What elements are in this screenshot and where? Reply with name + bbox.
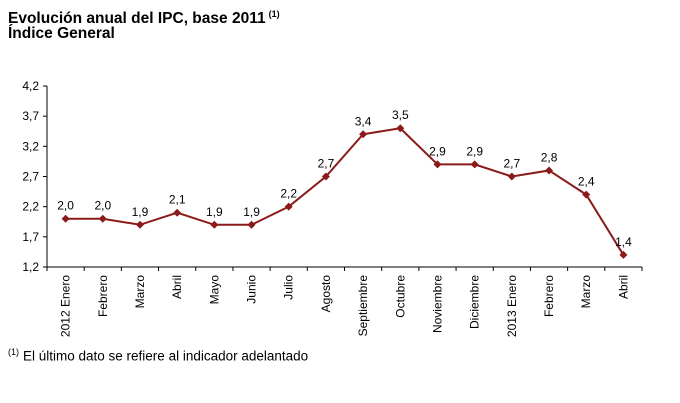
y-tick-label: 1,7 [22, 230, 39, 244]
x-tick-label: Agosto [319, 275, 333, 313]
data-point [135, 220, 144, 229]
y-tick-label: 2,7 [22, 170, 39, 184]
x-tick-label: Julio [282, 275, 296, 300]
data-point [507, 172, 516, 181]
data-label: 2,8 [541, 150, 558, 164]
data-point [61, 214, 70, 223]
data-point [359, 130, 368, 139]
x-tick-label: Febrero [96, 275, 110, 317]
x-tick-label: 2012 Enero [59, 275, 73, 337]
data-point [98, 214, 107, 223]
data-point [582, 190, 591, 199]
data-label: 3,4 [355, 114, 372, 128]
data-label: 1,4 [615, 235, 632, 249]
data-label: 1,9 [243, 205, 260, 219]
x-tick-label: Mayo [207, 275, 221, 305]
x-tick-label: Febrero [542, 275, 556, 317]
data-label: 2,0 [94, 199, 111, 213]
y-tick-label: 4,2 [22, 79, 39, 93]
data-point [173, 208, 182, 217]
footnote-marker: (1) [8, 347, 19, 357]
x-tick-label: Octubre [393, 275, 407, 318]
x-tick-label: Marzo [579, 275, 593, 309]
data-label: 1,9 [206, 205, 223, 219]
data-label: 2,4 [578, 175, 595, 189]
y-tick-label: 2,2 [22, 200, 39, 214]
x-tick-label: Marzo [133, 275, 147, 309]
data-point [396, 124, 405, 133]
data-label: 2,0 [57, 199, 74, 213]
data-point [619, 250, 628, 259]
footnote: (1) El último dato se refiere al indicado… [8, 347, 308, 364]
data-label: 2,9 [466, 144, 483, 158]
title-note: (1) [268, 9, 280, 19]
data-point [210, 220, 219, 229]
x-tick-label: Diciembre [468, 275, 482, 329]
data-label: 2,7 [504, 157, 521, 171]
data-label: 2,7 [318, 157, 335, 171]
data-label: 2,1 [169, 193, 186, 207]
data-point [545, 166, 554, 175]
y-tick-label: 3,7 [22, 109, 39, 123]
x-tick-label: Abril [170, 275, 184, 299]
data-point [321, 172, 330, 181]
data-point [284, 202, 293, 211]
data-point [470, 160, 479, 169]
data-label: 3,5 [392, 108, 409, 122]
data-point [247, 220, 256, 229]
data-label: 2,2 [280, 187, 297, 201]
chart-title-text: Evolución anual del IPC, base 2011 [8, 10, 266, 28]
footnote-text: El último dato se refiere al indicador a… [23, 348, 309, 364]
x-tick-label: Noviembre [430, 275, 444, 333]
x-tick-label: 2013 Enero [505, 275, 519, 337]
x-tick-label: Abril [616, 275, 630, 299]
data-point [433, 160, 442, 169]
y-tick-label: 1,2 [22, 260, 39, 274]
data-label: 2,9 [429, 144, 446, 158]
chart-title: Evolución anual del IPC, base 2011 (1) [8, 4, 280, 29]
data-label: 1,9 [132, 205, 149, 219]
chart-subtitle: Índice General [8, 25, 115, 42]
y-tick-label: 3,2 [22, 139, 39, 153]
x-tick-label: Junio [245, 275, 259, 304]
series-line [65, 127, 625, 256]
x-tick-label: Septiembre [356, 275, 370, 337]
